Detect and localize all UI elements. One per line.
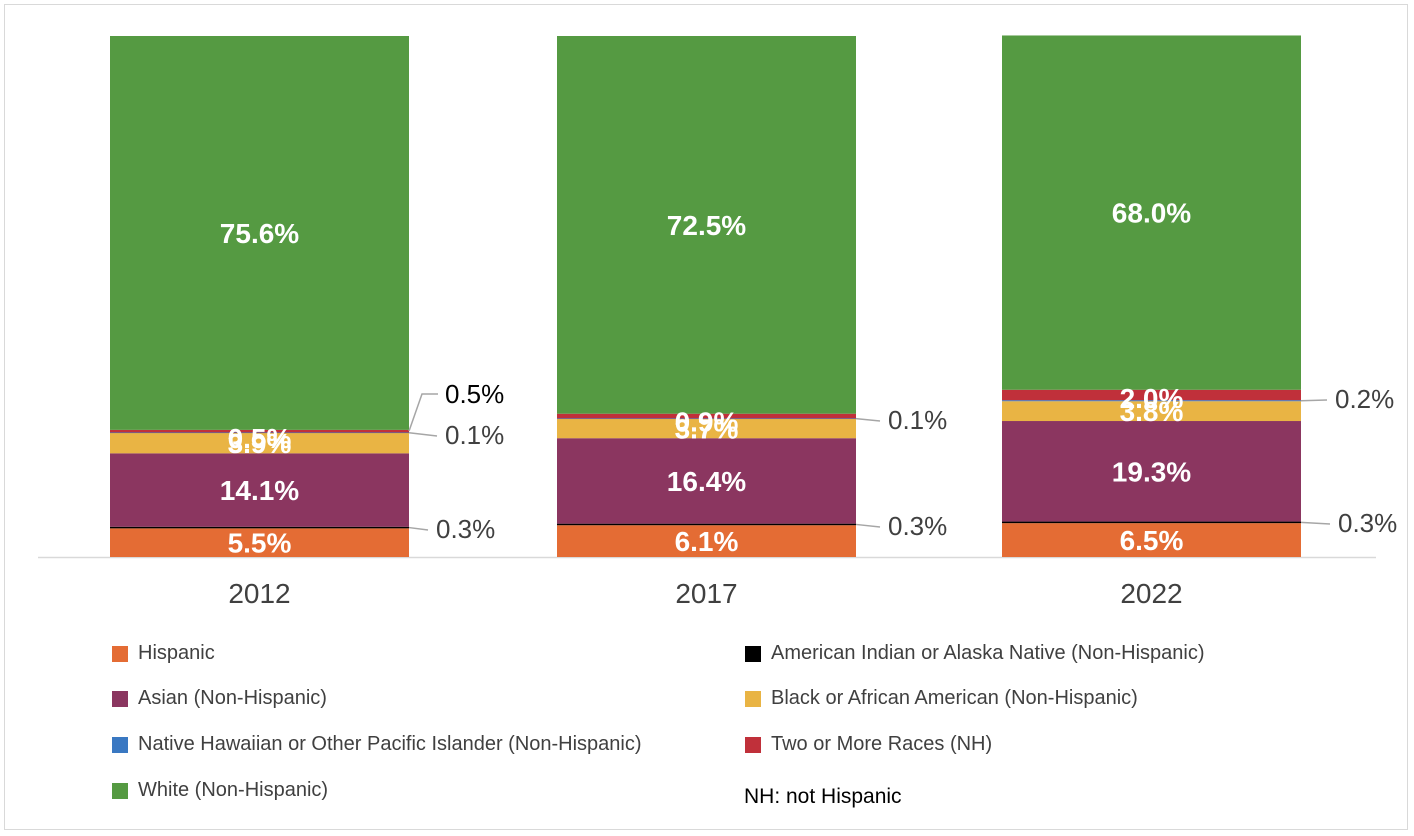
bar-hispanic-2022	[1002, 523, 1301, 557]
data-label-asian-non-hispanic-2012: 14.1%	[220, 475, 299, 506]
bar-two-or-more-races-nh-2017	[557, 413, 856, 419]
chart-frame	[4, 4, 1408, 830]
leader-line-native-hawaiian-2012	[408, 431, 438, 437]
legend-swatch-native-hawaiian	[112, 736, 128, 753]
bar-white-non-hispanic-2017	[557, 36, 856, 414]
legend-swatch-black	[745, 690, 761, 707]
bar-black-or-african-american-non-hispanic-2012	[110, 433, 409, 454]
bar-american-indian-or-alaska-native-non-hispanic-2012	[110, 526, 409, 529]
bar-american-indian-or-alaska-native-non-hispanic-2017	[557, 523, 856, 526]
bar-black-or-african-american-non-hispanic-2017	[557, 418, 856, 439]
bar-asian-non-hispanic-2012	[110, 453, 409, 527]
leader-line-native-hawaiian-2017	[855, 417, 881, 422]
leader-line-american-indian-2022	[1300, 521, 1331, 525]
legend-swatch-asian	[112, 690, 128, 707]
data-label-black-or-african-american-non-hispanic-2017: 3.7%	[675, 414, 739, 445]
legend-label-two-or-more: Two or More Races (NH)	[771, 733, 993, 755]
bar-asian-non-hispanic-2022	[1002, 421, 1301, 522]
legend-item-asian: Asian (Non-Hispanic)	[112, 687, 327, 710]
data-label-american-indian-2022: 0.3%	[1338, 508, 1397, 538]
bar-two-or-more-races-nh-2012	[110, 429, 409, 433]
legend-label-american-indian: American Indian or Alaska Native (Non-Hi…	[771, 642, 1205, 664]
data-label-hispanic-2012: 5.5%	[228, 528, 292, 559]
bar-native-hawaiian-or-other-pacific-islander-non-hispanic-2022	[1002, 400, 1301, 402]
data-label-native-hawaiian-2017: 0.1%	[888, 405, 947, 435]
legend-swatch-hispanic	[112, 645, 128, 662]
data-label-black-or-african-american-non-hispanic-2012: 3.9%	[228, 428, 292, 459]
bar-hispanic-2012	[110, 528, 409, 557]
legend-item-american-indian: American Indian or Alaska Native (Non-Hi…	[745, 642, 1205, 665]
data-label-black-or-african-american-non-hispanic-2022: 3.8%	[1120, 396, 1184, 427]
data-label-white-non-hispanic-2022: 68.0%	[1112, 198, 1191, 229]
x-tick-label-2022: 2022	[1120, 578, 1182, 609]
data-label-two-or-more-races-nh-2017: 0.9%	[675, 407, 739, 438]
data-label-asian-non-hispanic-2017: 16.4%	[667, 466, 746, 497]
leader-line-american-indian-2017	[855, 523, 881, 528]
legend-item-black: Black or African American (Non-Hispanic)	[745, 687, 1138, 710]
data-label-native-hawaiian-2022: 0.2%	[1335, 384, 1394, 414]
data-label-hispanic-2017: 6.1%	[675, 526, 739, 557]
legend-label-black: Black or African American (Non-Hispanic)	[771, 687, 1138, 709]
legend-item-hispanic: Hispanic	[112, 642, 215, 665]
bar-hispanic-2017	[557, 525, 856, 557]
bar-two-or-more-races-nh-2022	[1002, 389, 1301, 401]
legend-label-asian: Asian (Non-Hispanic)	[138, 687, 327, 709]
data-label-native-hawaiian-2012: 0.1%	[445, 420, 504, 450]
data-label-two-or-more-2012: 0.5%	[445, 379, 504, 409]
data-label-american-indian-2012: 0.3%	[436, 514, 495, 544]
x-tick-label-2017: 2017	[675, 578, 737, 609]
data-label-american-indian-2017: 0.3%	[888, 511, 947, 541]
data-label-white-non-hispanic-2017: 72.5%	[667, 210, 746, 241]
bar-white-non-hispanic-2022	[1002, 35, 1301, 390]
data-label-white-non-hispanic-2012: 75.6%	[220, 218, 299, 249]
bar-black-or-african-american-non-hispanic-2022	[1002, 401, 1301, 422]
legend-swatch-two-or-more	[745, 736, 761, 753]
leader-line-native-hawaiian-2022	[1300, 399, 1328, 402]
data-label-hispanic-2022: 6.5%	[1120, 525, 1184, 556]
legend-label-hispanic: Hispanic	[138, 642, 215, 664]
bar-white-non-hispanic-2012	[110, 36, 409, 430]
legend-label-white: White (Non-Hispanic)	[138, 779, 329, 801]
bar-american-indian-or-alaska-native-non-hispanic-2022	[1002, 521, 1301, 524]
legend-item-two-or-more: Two or More Races (NH)	[745, 733, 992, 756]
data-label-asian-non-hispanic-2022: 19.3%	[1112, 456, 1191, 487]
x-tick-label-2012: 2012	[228, 578, 290, 609]
bar-native-hawaiian-or-other-pacific-islander-non-hispanic-2012	[110, 432, 409, 434]
legend-label-native-hawaiian: Native Hawaiian or Other Pacific Islande…	[138, 733, 642, 755]
leader-line-american-indian-2012	[408, 526, 429, 531]
legend-swatch-american-indian	[745, 645, 761, 662]
bar-native-hawaiian-or-other-pacific-islander-non-hispanic-2017	[557, 418, 856, 420]
legend-item-white: White (Non-Hispanic)	[112, 779, 328, 802]
leader-line-two-or-more-2012	[408, 393, 438, 432]
data-label-two-or-more-races-nh-2022: 2.0%	[1120, 383, 1184, 414]
legend-item-native-hawaiian: Native Hawaiian or Other Pacific Islande…	[112, 733, 642, 756]
bar-asian-non-hispanic-2017	[557, 438, 856, 524]
data-label-two-or-more-races-nh-2012: 0.5%	[228, 423, 292, 454]
legend-swatch-white	[112, 782, 128, 799]
footnote: NH: not Hispanic	[744, 785, 902, 808]
